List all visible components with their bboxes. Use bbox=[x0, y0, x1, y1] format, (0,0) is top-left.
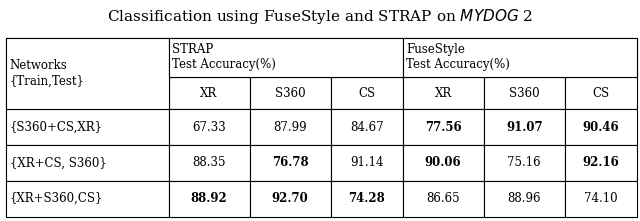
Text: STRAP
Test Accuracy(%): STRAP Test Accuracy(%) bbox=[172, 43, 276, 71]
FancyBboxPatch shape bbox=[403, 109, 484, 145]
Text: 88.35: 88.35 bbox=[192, 156, 226, 169]
Text: {XR+S360,CS}: {XR+S360,CS} bbox=[10, 192, 103, 205]
FancyBboxPatch shape bbox=[484, 181, 564, 217]
FancyBboxPatch shape bbox=[484, 77, 564, 109]
Text: 92.16: 92.16 bbox=[582, 156, 619, 169]
Text: CS: CS bbox=[358, 87, 375, 100]
FancyBboxPatch shape bbox=[6, 181, 168, 217]
FancyBboxPatch shape bbox=[168, 38, 250, 77]
FancyBboxPatch shape bbox=[168, 77, 250, 109]
FancyBboxPatch shape bbox=[250, 109, 331, 145]
Text: 67.33: 67.33 bbox=[192, 121, 226, 133]
FancyBboxPatch shape bbox=[564, 109, 637, 145]
Text: XR: XR bbox=[435, 87, 452, 100]
Text: 74.10: 74.10 bbox=[584, 192, 618, 205]
Text: 75.16: 75.16 bbox=[508, 156, 541, 169]
Text: 90.46: 90.46 bbox=[582, 121, 619, 133]
Text: 77.56: 77.56 bbox=[425, 121, 461, 133]
FancyBboxPatch shape bbox=[564, 145, 637, 181]
Text: 92.70: 92.70 bbox=[272, 192, 308, 205]
Text: 86.65: 86.65 bbox=[426, 192, 460, 205]
FancyBboxPatch shape bbox=[484, 145, 564, 181]
Text: 91.07: 91.07 bbox=[506, 121, 543, 133]
FancyBboxPatch shape bbox=[168, 145, 250, 181]
FancyBboxPatch shape bbox=[331, 77, 403, 109]
FancyBboxPatch shape bbox=[403, 77, 484, 109]
FancyBboxPatch shape bbox=[403, 38, 484, 77]
FancyBboxPatch shape bbox=[250, 38, 331, 77]
Text: 74.28: 74.28 bbox=[348, 192, 385, 205]
FancyBboxPatch shape bbox=[6, 38, 168, 77]
FancyBboxPatch shape bbox=[168, 109, 250, 145]
FancyBboxPatch shape bbox=[250, 145, 331, 181]
Text: 88.92: 88.92 bbox=[191, 192, 227, 205]
FancyBboxPatch shape bbox=[564, 181, 637, 217]
FancyBboxPatch shape bbox=[403, 38, 637, 77]
FancyBboxPatch shape bbox=[168, 38, 403, 77]
Text: 84.67: 84.67 bbox=[350, 121, 383, 133]
FancyBboxPatch shape bbox=[331, 109, 403, 145]
Text: CS: CS bbox=[592, 87, 609, 100]
FancyBboxPatch shape bbox=[6, 77, 168, 109]
FancyBboxPatch shape bbox=[564, 77, 637, 109]
Text: 87.99: 87.99 bbox=[273, 121, 307, 133]
FancyBboxPatch shape bbox=[250, 77, 331, 109]
Text: {XR+CS, S360}: {XR+CS, S360} bbox=[10, 156, 106, 169]
Text: 88.96: 88.96 bbox=[508, 192, 541, 205]
FancyBboxPatch shape bbox=[6, 109, 168, 145]
Text: Networks
{Train,Test}: Networks {Train,Test} bbox=[10, 59, 84, 87]
Text: S360: S360 bbox=[509, 87, 540, 100]
Text: XR: XR bbox=[200, 87, 218, 100]
FancyBboxPatch shape bbox=[168, 181, 250, 217]
Text: 90.06: 90.06 bbox=[425, 156, 461, 169]
FancyBboxPatch shape bbox=[484, 109, 564, 145]
FancyBboxPatch shape bbox=[564, 38, 637, 77]
FancyBboxPatch shape bbox=[6, 38, 168, 109]
Text: 76.78: 76.78 bbox=[272, 156, 308, 169]
FancyBboxPatch shape bbox=[250, 181, 331, 217]
FancyBboxPatch shape bbox=[331, 181, 403, 217]
FancyBboxPatch shape bbox=[484, 38, 564, 77]
Text: S360: S360 bbox=[275, 87, 305, 100]
FancyBboxPatch shape bbox=[331, 38, 403, 77]
FancyBboxPatch shape bbox=[403, 181, 484, 217]
FancyBboxPatch shape bbox=[6, 145, 168, 181]
Text: {S360+CS,XR}: {S360+CS,XR} bbox=[10, 121, 102, 133]
FancyBboxPatch shape bbox=[331, 145, 403, 181]
FancyBboxPatch shape bbox=[403, 145, 484, 181]
Text: Classification using FuseStyle and STRAP on $MYDOG$ 2: Classification using FuseStyle and STRAP… bbox=[107, 7, 533, 26]
Text: 91.14: 91.14 bbox=[350, 156, 383, 169]
Text: FuseStyle
Test Accuracy(%): FuseStyle Test Accuracy(%) bbox=[406, 43, 509, 71]
